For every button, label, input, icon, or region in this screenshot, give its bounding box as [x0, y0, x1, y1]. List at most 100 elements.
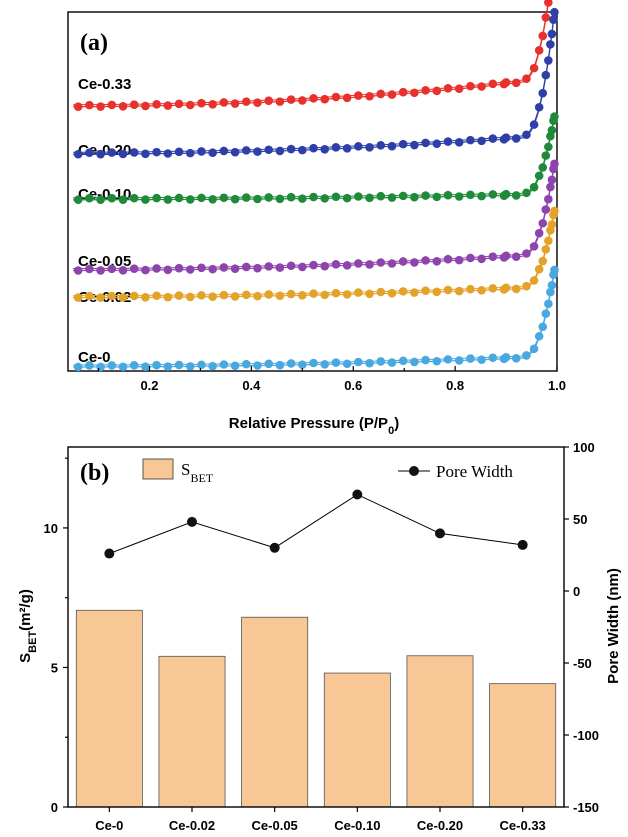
data-point [197, 193, 206, 203]
data-point [342, 261, 352, 270]
data-point [230, 264, 240, 273]
data-point [511, 134, 521, 143]
data-point [331, 143, 341, 152]
data-point [85, 291, 94, 301]
data-point [298, 262, 307, 272]
data-point [163, 265, 173, 275]
data-point [443, 254, 453, 264]
data-point [118, 293, 128, 302]
data-point [547, 220, 557, 229]
data-point [454, 255, 464, 265]
data-point [298, 291, 307, 300]
pore-width-point [435, 528, 445, 539]
data-point [544, 236, 553, 246]
data-point [354, 288, 363, 297]
data-point [477, 285, 486, 295]
data-point [376, 258, 386, 267]
data-point [541, 70, 551, 80]
data-point [547, 29, 557, 39]
data-point [547, 280, 557, 290]
panel-b-bars [75, 609, 557, 808]
data-point [174, 193, 184, 203]
data-point [331, 288, 341, 298]
data-point [85, 193, 94, 203]
data-point [320, 261, 330, 271]
panel-b-label: (b) [80, 460, 109, 486]
data-point [365, 289, 374, 299]
data-point [253, 147, 262, 156]
data-point [488, 79, 498, 89]
series-Ce-0.10: Ce-0.10 [73, 112, 559, 205]
data-point [152, 147, 161, 157]
data-point [421, 256, 430, 265]
data-point [286, 192, 296, 202]
data-point [118, 195, 128, 204]
data-point [185, 148, 195, 158]
data-point [365, 193, 374, 203]
data-point [96, 102, 105, 111]
data-point [387, 141, 397, 151]
series-Ce-0.05: Ce-0.05 [73, 159, 559, 275]
data-point [163, 362, 173, 371]
panel-a-label: (a) [80, 30, 108, 56]
data-point [511, 284, 521, 294]
data-point [365, 358, 374, 368]
series-label: Ce-0 [78, 349, 111, 366]
data-point [501, 78, 511, 87]
data-point [477, 355, 486, 364]
data-point [264, 193, 273, 202]
data-point [342, 193, 352, 203]
data-point [466, 190, 475, 200]
data-point [73, 149, 83, 159]
data-point [550, 159, 559, 169]
data-point [541, 309, 551, 318]
desorption-line [73, 271, 555, 366]
data-point [354, 357, 363, 367]
data-point [387, 193, 397, 202]
data-point [96, 293, 105, 302]
data-point [365, 91, 374, 101]
data-point [544, 142, 553, 152]
data-point [320, 359, 330, 369]
data-point [466, 135, 475, 145]
data-point [107, 361, 117, 370]
right-tick-label: 100 [573, 440, 595, 455]
data-point [241, 290, 251, 300]
data-point [421, 191, 430, 200]
pore-width-point [187, 516, 197, 527]
bar-Ce-0.02 [158, 655, 226, 808]
data-point [443, 285, 453, 295]
data-point [432, 356, 442, 366]
category-label: Ce-0.10 [334, 818, 380, 833]
panel-a-x-ticks: 0.2 0.4 0.6 0.8 1.0 [97, 366, 566, 393]
data-point [298, 360, 307, 370]
data-point [342, 144, 352, 153]
data-point [538, 31, 548, 41]
data-point [410, 288, 419, 297]
data-point [529, 63, 539, 73]
data-point [107, 193, 117, 203]
data-point [454, 286, 464, 296]
data-point [208, 148, 217, 157]
data-point [96, 362, 105, 372]
data-point [410, 357, 419, 367]
data-point [85, 100, 94, 110]
data-point [365, 143, 374, 152]
legend-sbet-label: SBET [181, 460, 214, 485]
legend-pore-marker [409, 466, 419, 476]
data-point [547, 125, 557, 135]
left-tick-label: 0 [51, 800, 58, 815]
data-point [501, 251, 511, 261]
data-point [522, 281, 531, 291]
data-point [432, 192, 442, 202]
desorption-line [73, 211, 555, 297]
data-point [376, 140, 386, 150]
data-point [534, 264, 544, 274]
data-point [387, 288, 397, 298]
data-point [529, 120, 539, 129]
pore-width-point [517, 539, 528, 550]
data-point [501, 352, 511, 362]
data-point [342, 290, 352, 299]
legend-pore-width: Pore Width [398, 462, 513, 481]
data-point [547, 175, 557, 185]
